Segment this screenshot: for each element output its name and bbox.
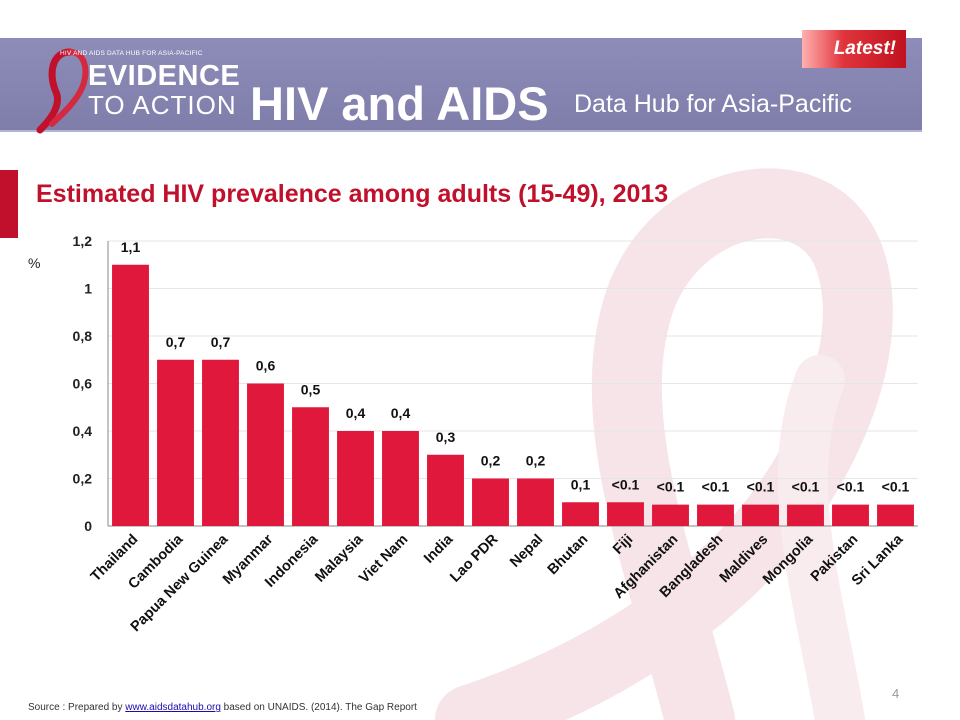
bar: [607, 502, 644, 526]
y-axis-unit-label: %: [28, 255, 40, 271]
bar: [112, 264, 149, 526]
category-label: India: [421, 531, 457, 567]
data-label: <0.1: [792, 479, 820, 495]
y-tick-label: 0: [84, 518, 92, 534]
data-label: 0,4: [346, 405, 366, 421]
bar: [517, 478, 554, 526]
y-tick-label: 0,8: [73, 328, 93, 344]
bar: [382, 431, 419, 526]
header-divider: [0, 130, 922, 132]
data-label: 0,7: [166, 334, 186, 350]
logo-to-action-text: TO ACTION: [88, 90, 237, 120]
data-label: 0,1: [571, 476, 591, 492]
bar: [472, 478, 509, 526]
bar: [202, 359, 239, 526]
data-label: <0.1: [747, 479, 775, 495]
logo-caption: HIV AND AIDS DATA HUB FOR ASIA-PACIFIC: [60, 50, 203, 57]
red-ribbon-icon: [36, 48, 89, 134]
data-label: 0,5: [301, 381, 321, 397]
hub-title: HIV and AIDS: [250, 77, 549, 130]
source-prefix: Source : Prepared by: [28, 702, 126, 713]
category-label: Lao PDR: [447, 531, 501, 585]
data-label: 0,2: [481, 453, 501, 469]
slide-title: Estimated HIV prevalence among adults (1…: [36, 180, 669, 208]
data-label: <0.1: [837, 479, 865, 495]
bar: [652, 504, 689, 526]
latest-badge: Latest!: [802, 30, 906, 68]
bar: [742, 504, 779, 526]
data-label: 0,2: [526, 453, 546, 469]
data-label: <0.1: [612, 476, 640, 492]
data-label: 0,7: [211, 334, 231, 350]
data-label: 0,4: [391, 405, 411, 421]
bar: [292, 407, 329, 526]
logo-evidence-text: EVIDENCE: [88, 60, 241, 92]
y-tick-label: 0,6: [73, 376, 93, 392]
category-label: Fiji: [610, 532, 636, 558]
hub-subtitle: Data Hub for Asia-Pacific: [574, 90, 852, 118]
category-label: Viet Nam: [356, 532, 411, 587]
bar: [697, 504, 734, 526]
bar: [787, 504, 824, 526]
y-tick-label: 1,2: [73, 233, 93, 249]
source-note: Source : Prepared by www.aidsdatahub.org…: [28, 702, 417, 713]
bar: [337, 431, 374, 526]
header-banner: [0, 38, 922, 130]
bar: [157, 359, 194, 526]
y-tick-label: 0,2: [73, 471, 93, 487]
data-label: 1,1: [121, 239, 141, 255]
data-label: <0.1: [657, 479, 685, 495]
category-label: Nepal: [507, 532, 546, 571]
category-label: Bhutan: [545, 532, 592, 579]
category-label: Mongolia: [760, 531, 817, 588]
bar: [877, 504, 914, 526]
bar: [247, 383, 284, 526]
y-tick-label: 0,4: [73, 423, 93, 439]
data-label: 0,6: [256, 358, 276, 374]
source-suffix: based on UNAIDS. (2014). The Gap Report: [220, 702, 417, 713]
data-label: <0.1: [702, 479, 730, 495]
source-link[interactable]: www.aidsdatahub.org: [125, 702, 221, 713]
title-accent-bar: [0, 170, 18, 238]
y-tick-label: 1: [84, 281, 92, 297]
bar: [427, 454, 464, 526]
bar: [562, 502, 599, 526]
data-label: 0,3: [436, 429, 456, 445]
bar: [832, 504, 869, 526]
page-number: 4: [892, 686, 900, 701]
data-label: <0.1: [882, 479, 910, 495]
